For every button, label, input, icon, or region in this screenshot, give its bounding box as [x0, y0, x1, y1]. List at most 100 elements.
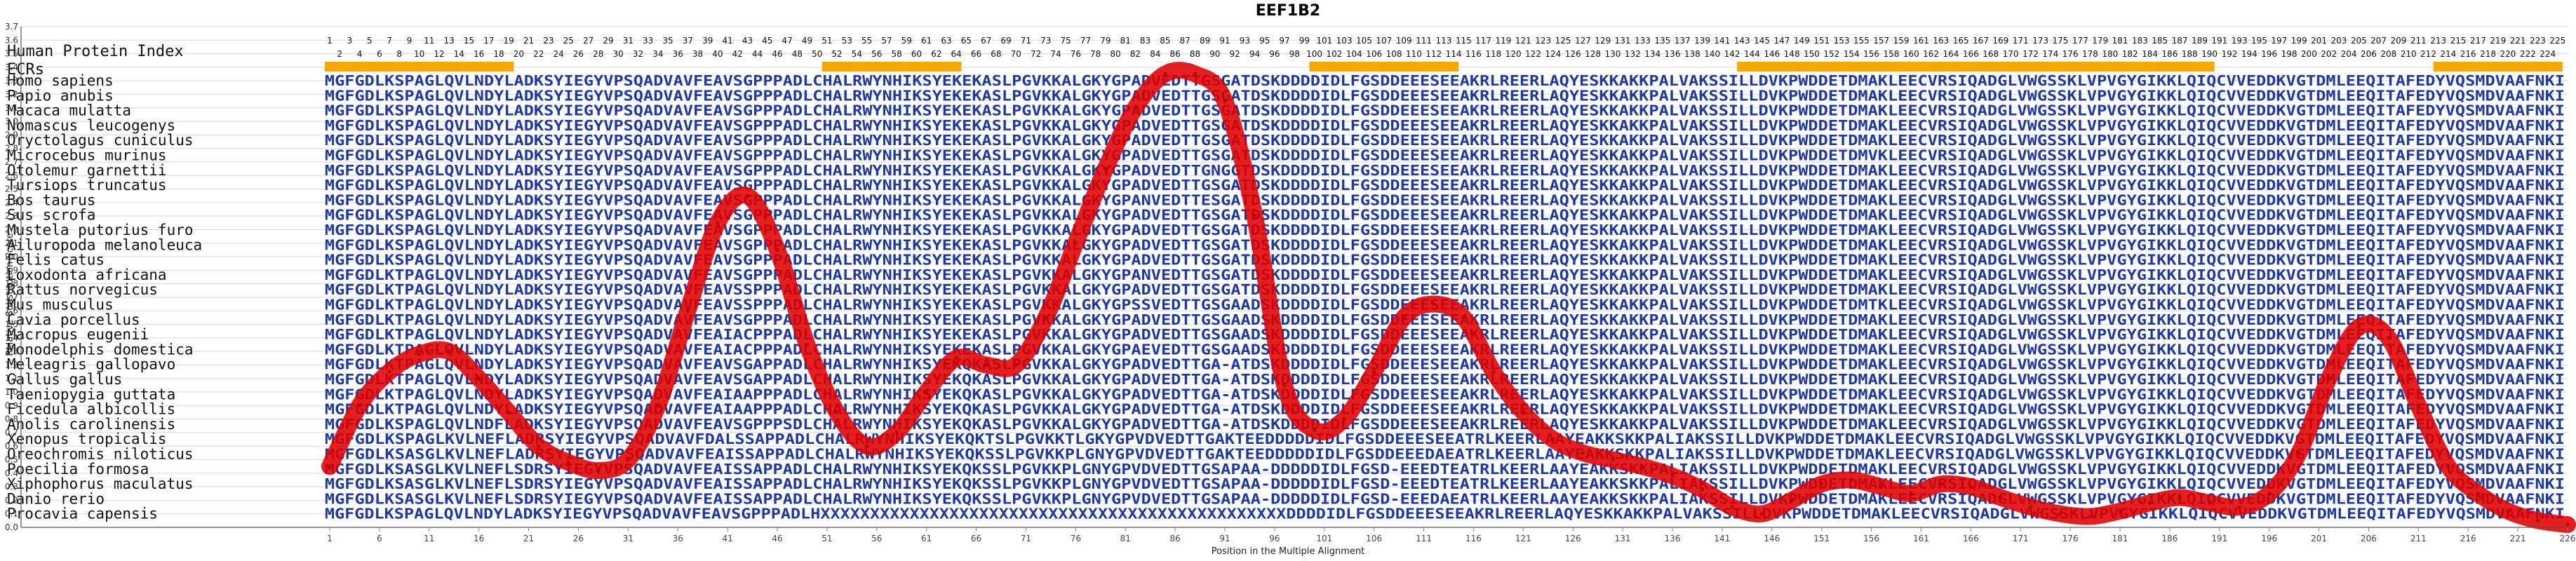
index-number: 152: [1823, 49, 1839, 59]
x-tick-label: 76: [1071, 534, 1081, 543]
y-tick-label: 1.4: [5, 333, 18, 343]
index-number: 7: [387, 36, 392, 46]
index-number: 64: [951, 49, 962, 59]
species-label: Microcebus murinus: [7, 147, 167, 164]
species-label: Macropus eugenii: [7, 326, 149, 343]
index-number: 53: [842, 36, 852, 46]
index-number: 199: [2291, 36, 2307, 46]
index-number: 29: [603, 36, 613, 46]
index-number: 91: [1219, 36, 1230, 46]
score-point: [2326, 376, 2331, 381]
x-tick-label: 11: [424, 534, 434, 543]
score-point: [328, 464, 332, 469]
x-tick-label: 156: [1863, 534, 1879, 543]
x-tick-label: 96: [1269, 534, 1280, 543]
alignment-row: Anolis carolinensis MGFGDLKSPAGLQVLNDFLAD…: [7, 416, 2565, 433]
alignment-row: Ficedula albicollis MGFGDLKTPAGLQVLNDYLAD…: [7, 401, 2565, 418]
index-number: 195: [2251, 36, 2267, 46]
index-number: 158: [1883, 49, 1899, 59]
score-point: [626, 457, 631, 462]
alignment-row: Poecilia formosa MGFGDLKSASGLKVLNEFLSDRSY…: [7, 461, 2565, 478]
index-number: 16: [474, 49, 484, 59]
score-point: [1043, 315, 1048, 320]
index-number: 153: [1834, 36, 1850, 46]
x-tick-label: 171: [2013, 534, 2029, 543]
index-number: 48: [792, 49, 803, 59]
index-number: 121: [1515, 36, 1531, 46]
index-number: 164: [1943, 49, 1959, 59]
index-number: 40: [712, 49, 723, 59]
alignment-header: Human Protein IndexECRs12345678910111213…: [7, 36, 2565, 79]
score-point: [715, 220, 720, 225]
score-point: [2386, 335, 2391, 340]
score-line-path: [321, 62, 2576, 534]
score-point: [1312, 428, 1317, 433]
index-number: 119: [1496, 36, 1512, 46]
index-number: 36: [673, 49, 683, 59]
index-number: 76: [1071, 49, 1081, 59]
y-tick-label: 1.5: [5, 320, 18, 330]
index-number: 225: [2549, 36, 2565, 46]
species-label: Meleagris gallopavo: [7, 356, 175, 373]
index-number: 25: [563, 36, 574, 46]
ecr-bar: [1737, 62, 2215, 72]
index-number: 22: [533, 49, 544, 59]
index-number: 66: [971, 49, 981, 59]
index-number: 168: [1983, 49, 1999, 59]
index-number: 145: [1754, 36, 1770, 46]
x-tick-label: 176: [2062, 534, 2079, 543]
index-number: 198: [2281, 49, 2297, 59]
y-tick-label: 0.0: [5, 522, 18, 532]
score-point: [1402, 315, 1407, 320]
index-number: 61: [921, 36, 932, 46]
index-number: 75: [1061, 36, 1071, 46]
species-label: Tursiops truncatus: [7, 177, 167, 194]
index-number: 156: [1863, 49, 1879, 59]
index-number: 197: [2271, 36, 2287, 46]
index-number: 27: [583, 36, 593, 46]
index-number: 68: [991, 49, 1001, 59]
index-number: 103: [1336, 36, 1353, 46]
alignment-row: Mustela putorius furo MGFGDLKSPAGLQVLNDYL…: [7, 222, 2565, 238]
x-tick-label: 196: [2261, 534, 2277, 543]
index-number: 217: [2470, 36, 2486, 46]
y-tick-label: 2.0: [5, 252, 18, 262]
x-tick-label: 71: [1021, 534, 1031, 543]
x-tick-label: 191: [2211, 534, 2227, 543]
index-number: 80: [1110, 49, 1120, 59]
index-number: 33: [643, 36, 653, 46]
index-number: 125: [1555, 36, 1571, 46]
index-number: 90: [1209, 49, 1220, 59]
x-tick-label: 226: [2560, 534, 2576, 543]
alignment-row: Oreochromis niloticus MGFGDLKSASGLKVLNEFL…: [7, 446, 2565, 463]
index-number: 107: [1376, 36, 1392, 46]
ecr-bar: [821, 62, 962, 72]
ecr-bars: [324, 62, 2563, 72]
index-number: 101: [1316, 36, 1332, 46]
index-number: 209: [2391, 36, 2407, 46]
x-tick-label: 206: [2361, 534, 2377, 543]
index-number: 84: [1150, 49, 1160, 59]
index-number: 218: [2480, 49, 2496, 59]
index-number: 83: [1140, 36, 1151, 46]
species-label: Procavia capensis: [7, 506, 158, 522]
ecrs-label: ECRs: [7, 61, 44, 79]
x-tick-label: 136: [1665, 534, 1681, 543]
index-number: 49: [802, 36, 812, 46]
y-tick-label: 3.2: [5, 89, 18, 99]
y-tick-label: 3.0: [5, 116, 18, 126]
sequence: MGFGDLKSASGLKVLNEFLSDRSYIEGYVPSQADVAVFEA…: [325, 475, 2565, 492]
index-number: 204: [2341, 49, 2357, 59]
index-number: 182: [2122, 49, 2138, 59]
index-number: 77: [1080, 36, 1091, 46]
index-number: 189: [2192, 36, 2208, 46]
score-point: [1700, 487, 1705, 492]
index-number: 139: [1694, 36, 1710, 46]
index-number: 69: [1000, 36, 1011, 46]
index-number: 81: [1120, 36, 1131, 46]
ecr-bar: [1309, 62, 1459, 72]
index-number: 11: [424, 36, 434, 46]
alignment-row: Gallus gallus MGFGDLKTPAGLQVLNDYLADKSYIEG…: [7, 371, 2565, 388]
y-tick-label: 3.1: [5, 103, 18, 113]
x-tick-label: 41: [722, 534, 732, 543]
